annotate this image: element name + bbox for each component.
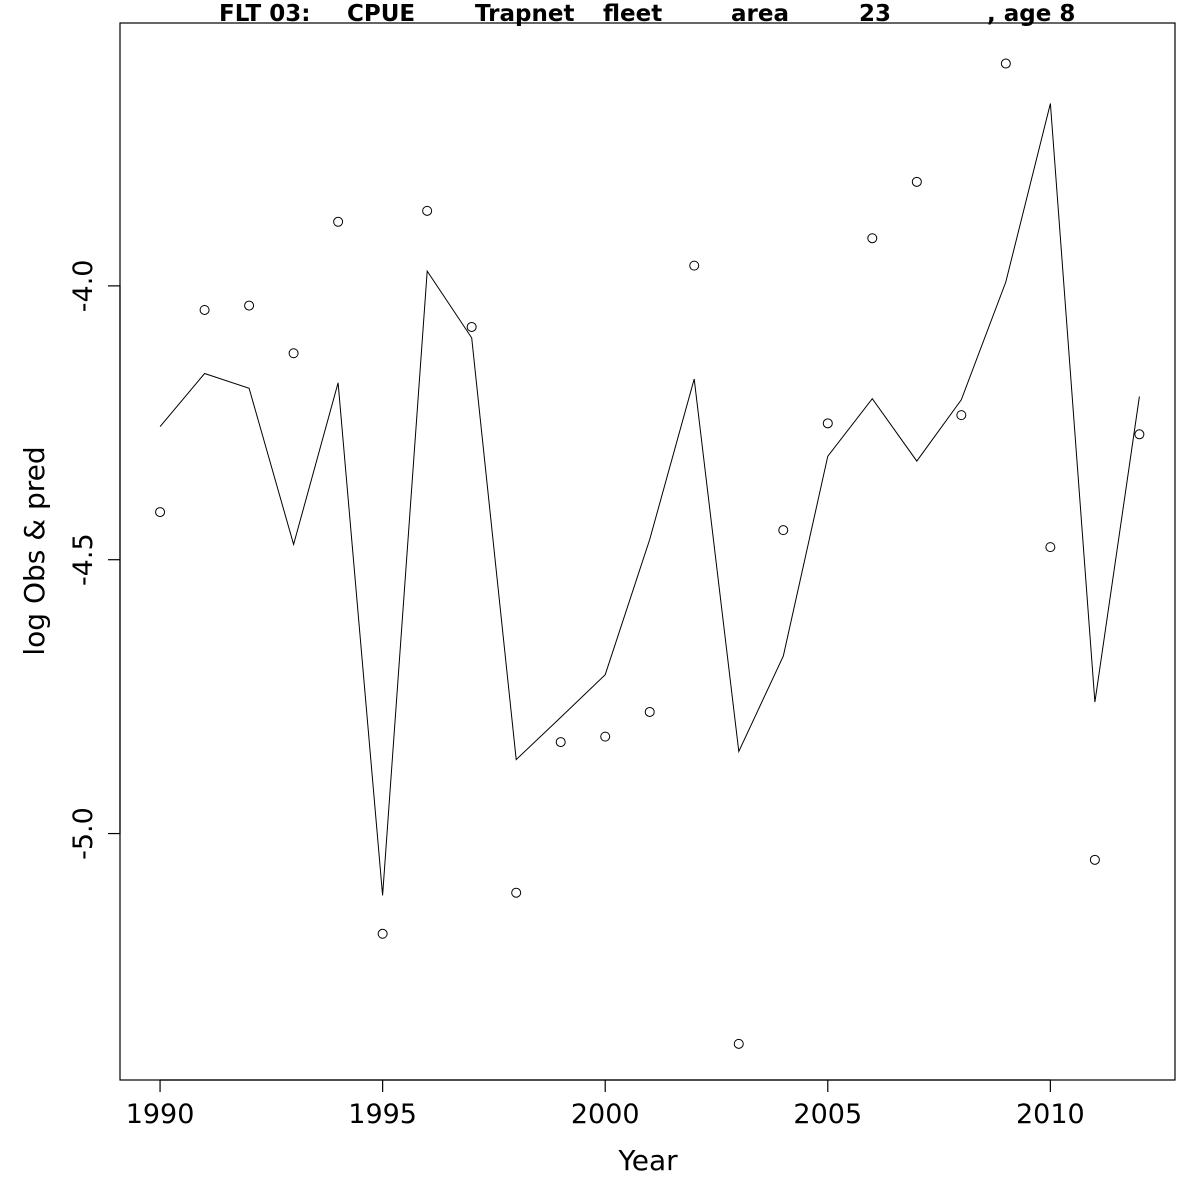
observed-point bbox=[822, 418, 833, 429]
predicted-line bbox=[159, 103, 1140, 896]
observed-point bbox=[288, 348, 299, 359]
y-tick-label: -4.0 bbox=[68, 260, 99, 313]
y-axis: -4.0 -4.5 -5.0 bbox=[68, 260, 121, 860]
observed-point bbox=[1045, 542, 1056, 553]
observed-point bbox=[1134, 429, 1145, 440]
observed-point bbox=[333, 216, 344, 227]
observed-point bbox=[689, 260, 700, 271]
observed-series bbox=[155, 58, 1145, 1049]
observed-point bbox=[911, 176, 922, 187]
observed-point bbox=[867, 233, 878, 244]
observed-point bbox=[778, 525, 789, 536]
y-tick-label: -4.5 bbox=[68, 533, 99, 586]
observed-point bbox=[555, 737, 566, 748]
y-tick-label: -5.0 bbox=[68, 807, 99, 860]
observed-point bbox=[244, 300, 255, 311]
x-axis: 1990 1995 2000 2005 2010 bbox=[126, 1079, 1085, 1130]
x-tick-label: 1995 bbox=[348, 1099, 417, 1130]
observed-point bbox=[199, 304, 210, 315]
x-tick-label: 1990 bbox=[126, 1099, 195, 1130]
observed-point bbox=[733, 1038, 744, 1049]
x-tick-label: 2000 bbox=[571, 1099, 640, 1130]
observed-point bbox=[956, 410, 967, 421]
observed-point bbox=[511, 887, 522, 898]
observed-point bbox=[1089, 854, 1100, 865]
observed-point bbox=[377, 928, 388, 939]
observed-point bbox=[422, 205, 433, 216]
observed-point bbox=[155, 507, 166, 518]
observed-point bbox=[644, 706, 655, 717]
x-tick-label: 2005 bbox=[793, 1099, 862, 1130]
observed-point bbox=[600, 731, 611, 742]
plot-frame bbox=[119, 22, 1176, 1081]
observed-point bbox=[466, 321, 477, 332]
y-axis-label: log Obs & pred bbox=[18, 446, 51, 655]
x-axis-label: Year bbox=[617, 1144, 678, 1177]
predicted-series bbox=[159, 103, 1140, 896]
x-tick-label: 2010 bbox=[1016, 1099, 1085, 1130]
observed-point bbox=[1000, 58, 1011, 69]
